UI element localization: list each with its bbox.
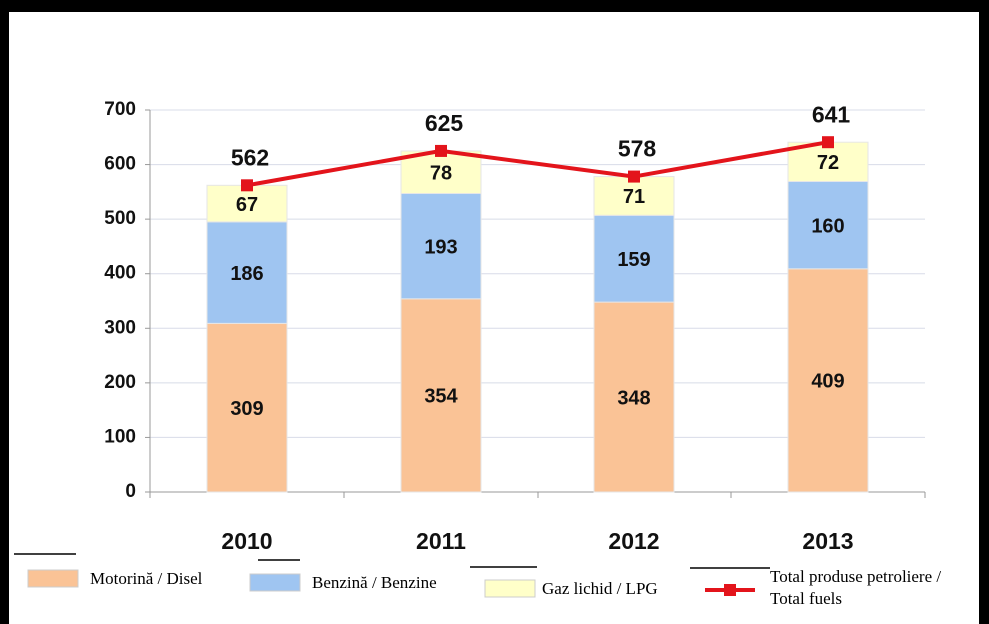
marker <box>628 170 640 183</box>
x-tick-label: 2011 <box>416 528 466 554</box>
legend-label: Benzină / Benzine <box>312 573 437 592</box>
data-label: 160 <box>811 215 844 237</box>
frame-right <box>979 0 989 624</box>
x-tick-label: 2012 <box>608 528 659 554</box>
data-label: 578 <box>618 136 657 162</box>
y-tick-label: 700 <box>104 99 136 120</box>
data-label: 78 <box>430 162 452 184</box>
bar-segment <box>787 180 869 270</box>
bar-segment <box>206 322 288 493</box>
data-label: 348 <box>617 387 650 409</box>
data-label: 625 <box>425 110 464 136</box>
bar-segment <box>400 298 482 493</box>
legend: Motorină / Disel Benzină / Benzine Gaz lic… <box>14 553 942 608</box>
bar-segment <box>593 176 675 216</box>
y-tick-label: 200 <box>104 372 136 393</box>
y-tick-label: 400 <box>104 263 136 284</box>
bar-segment <box>593 301 675 493</box>
data-label: 67 <box>236 194 258 216</box>
bar-segment <box>400 192 482 300</box>
line <box>246 140 829 188</box>
y-tick-label: 500 <box>104 208 136 229</box>
legend-swatch <box>724 584 736 596</box>
data-label: 562 <box>231 144 269 170</box>
legend-swatch <box>484 579 536 598</box>
data-label: 71 <box>623 186 645 208</box>
data-label: 193 <box>424 236 457 258</box>
marker <box>435 144 447 157</box>
y-tick-label: 100 <box>104 426 136 447</box>
bar-segment <box>206 184 288 223</box>
y-tick-label: 600 <box>104 154 136 175</box>
data-label: 72 <box>817 152 839 174</box>
data-label: 354 <box>424 386 458 408</box>
frame-left <box>0 0 9 624</box>
data-label: 641 <box>812 101 851 127</box>
legend-label: Total produse petroliere / Total fuels <box>770 567 942 608</box>
data-label: 409 <box>811 371 844 393</box>
legend-label-box: Total produse petroliere / Total fuels <box>770 567 942 608</box>
bar-segment <box>400 150 482 194</box>
y-tick-label: 0 <box>125 481 136 502</box>
legend-swatch <box>27 569 79 588</box>
bar-segment <box>593 214 675 303</box>
data-label: 159 <box>617 249 650 271</box>
legend-label: Motorină / Disel <box>90 569 203 588</box>
data-label: 186 <box>230 263 263 285</box>
data-label: 309 <box>230 398 263 420</box>
bar-segment <box>206 221 288 324</box>
marker <box>822 136 834 149</box>
legend-swatch <box>249 573 301 592</box>
legend-label: Gaz lichid / LPG <box>542 579 658 598</box>
x-tick-label: 2013 <box>802 528 853 554</box>
y-tick-label: 300 <box>104 317 136 338</box>
frame-top <box>0 0 989 12</box>
marker <box>241 179 253 192</box>
x-tick-label: 2010 <box>221 528 272 554</box>
